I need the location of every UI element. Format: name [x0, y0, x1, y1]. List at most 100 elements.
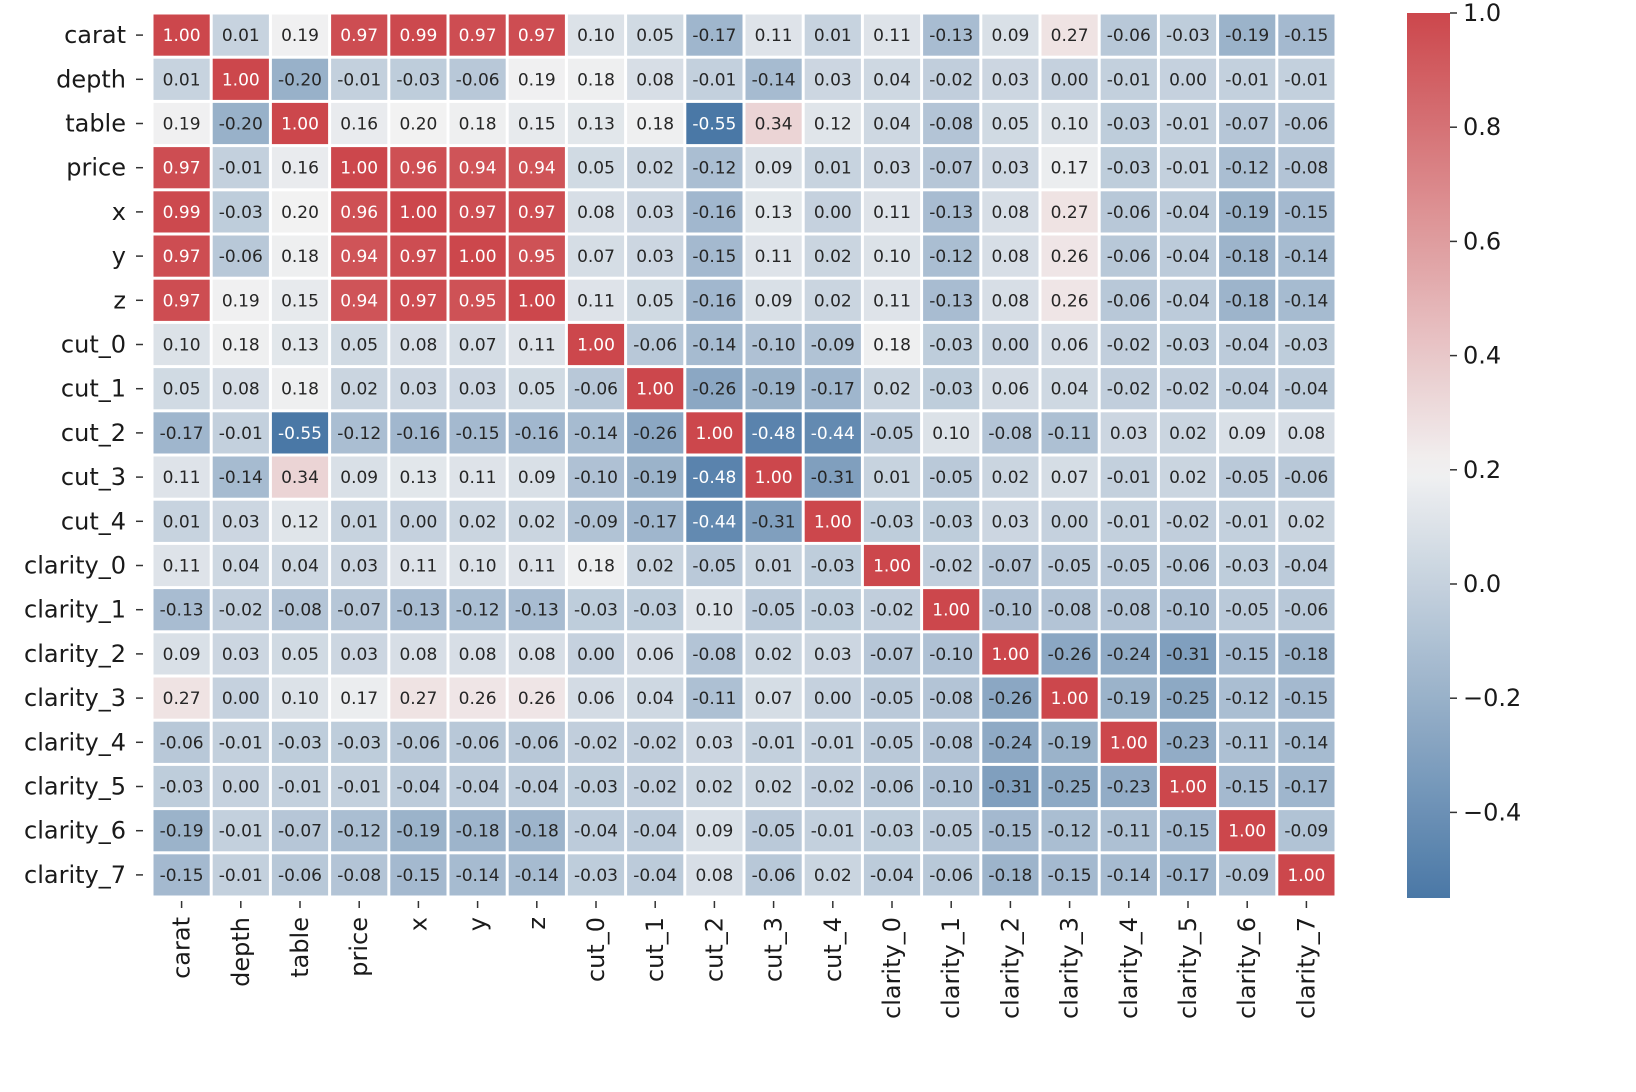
row-label: clarity_0	[24, 552, 126, 580]
heatmap-cell: 0.02	[686, 765, 743, 808]
heatmap-cell-rect	[627, 854, 684, 896]
heatmap-cell-rect	[567, 191, 625, 233]
heatmap-cell: 0.04	[863, 102, 921, 145]
heatmap-cell-rect	[745, 58, 802, 100]
heatmap-cell: 1.00	[271, 102, 329, 145]
heatmap-cell-rect	[804, 368, 861, 410]
heatmap-cell: 0.11	[863, 191, 921, 233]
colorbar-tick-label: 0.6	[1463, 227, 1501, 255]
heatmap-cell: -0.18	[1278, 633, 1335, 675]
heatmap-cell-rect	[331, 147, 388, 189]
heatmap-cell-rect	[982, 147, 1039, 189]
heatmap-cell: -0.44	[686, 500, 743, 542]
heatmap-cell-rect	[745, 191, 802, 233]
column-label: price	[345, 917, 373, 977]
heatmap-cell-rect	[686, 102, 743, 145]
cell-value-label: 0.07	[1051, 468, 1089, 488]
heatmap-cell: -0.15	[1278, 191, 1335, 233]
heatmap-cell: -0.04	[627, 854, 684, 896]
heatmap-cell-rect	[686, 677, 743, 719]
heatmap-cell: 0.07	[1041, 456, 1098, 498]
heatmap-cell-rect	[508, 323, 565, 366]
heatmap-cell-rect	[804, 147, 861, 189]
cell-value-label: 0.08	[577, 203, 615, 223]
heatmap-cell: 0.97	[331, 14, 388, 56]
cell-value-label: -0.05	[929, 468, 973, 488]
heatmap-cell: 0.95	[449, 279, 506, 321]
heatmap-cell-rect	[153, 854, 210, 896]
heatmap-cell-rect	[331, 14, 388, 56]
heatmap-cell: 0.00	[982, 323, 1039, 366]
heatmap-cell: -0.05	[923, 810, 980, 852]
column-label: cut_1	[641, 917, 669, 982]
cell-value-label: 0.18	[459, 115, 497, 135]
heatmap-cell-rect	[271, 58, 329, 100]
heatmap-cell-rect	[686, 58, 743, 100]
heatmap-cell: 0.01	[212, 14, 269, 56]
cell-value-label: -0.01	[278, 778, 322, 798]
heatmap-cell-rect	[271, 14, 329, 56]
heatmap-cell: 0.12	[804, 102, 861, 145]
heatmap-cell: 0.00	[212, 765, 269, 808]
heatmap-cell-rect	[390, 544, 447, 587]
cell-value-label: 1.00	[991, 645, 1029, 665]
cell-value-label: 0.16	[281, 159, 319, 179]
heatmap-cell: -0.01	[212, 721, 269, 763]
cell-value-label: -0.04	[1166, 203, 1210, 223]
heatmap-cell: 0.94	[508, 147, 565, 189]
cell-value-label: 0.03	[873, 159, 911, 179]
heatmap-cell-rect	[390, 412, 447, 454]
heatmap-cell-rect	[804, 279, 861, 321]
cell-value-label: 0.11	[755, 247, 793, 267]
cell-value-label: -0.15	[1284, 689, 1328, 709]
heatmap-cell-rect	[567, 147, 625, 189]
heatmap-cell: 0.26	[1041, 235, 1098, 277]
heatmap-cell-rect	[1100, 14, 1157, 56]
heatmap-cell: 0.03	[212, 633, 269, 675]
heatmap-cell: -0.05	[863, 677, 921, 719]
heatmap-cell-rect	[686, 721, 743, 763]
heatmap-cell: -0.04	[567, 810, 625, 852]
heatmap-cell-rect	[745, 677, 802, 719]
heatmap-cell-rect	[1159, 589, 1217, 631]
cell-value-label: -0.14	[456, 866, 500, 886]
heatmap-cell-rect	[745, 412, 802, 454]
heatmap-cell-rect	[449, 102, 506, 145]
heatmap-cell-rect	[923, 544, 980, 587]
colorbar: 1.0 0.8 0.6 0.4 0.2 0.0 −0.2 −0.4	[1407, 0, 1521, 898]
row-label: price	[66, 154, 126, 182]
cell-value-label: 1.00	[755, 468, 793, 488]
cell-value-label: 0.02	[814, 247, 852, 267]
cell-value-label: -0.13	[396, 601, 440, 621]
heatmap-cell: 0.02	[982, 456, 1039, 498]
cell-value-label: -0.13	[929, 26, 973, 46]
heatmap-cell: -0.14	[1100, 854, 1157, 896]
heatmap-cell: 0.08	[1278, 412, 1335, 454]
cell-value-label: 0.08	[518, 645, 556, 665]
cell-value-label: -0.11	[1048, 424, 1092, 444]
heatmap-cell: 0.04	[1041, 368, 1098, 410]
heatmap-cell-rect	[627, 14, 684, 56]
heatmap-cell: 0.02	[627, 544, 684, 587]
heatmap-cell-rect	[1159, 235, 1217, 277]
cell-value-label: -0.01	[1107, 512, 1151, 532]
cell-value-label: 0.97	[340, 26, 378, 46]
cell-value-label: -0.31	[1166, 645, 1210, 665]
heatmap-cell-rect	[1219, 544, 1276, 587]
heatmap-cell-rect	[923, 191, 980, 233]
heatmap-cell-rect	[982, 14, 1039, 56]
heatmap-cell-rect	[449, 58, 506, 100]
heatmap-cell-rect	[923, 14, 980, 56]
heatmap-cell: 0.09	[745, 147, 802, 189]
heatmap-cell: -0.13	[508, 589, 565, 631]
heatmap-cell: 0.09	[1219, 412, 1276, 454]
cell-value-label: 0.19	[281, 26, 319, 46]
cell-value-label: -0.17	[1284, 778, 1328, 798]
cell-value-label: -0.06	[219, 247, 263, 267]
heatmap-cell: -0.05	[923, 456, 980, 498]
row-label: depth	[56, 65, 126, 93]
cell-value-label: -0.10	[929, 645, 973, 665]
colorbar-tick-label: −0.2	[1463, 684, 1521, 712]
cell-value-label: -0.06	[574, 380, 618, 400]
heatmap-cell-rect	[508, 854, 565, 896]
